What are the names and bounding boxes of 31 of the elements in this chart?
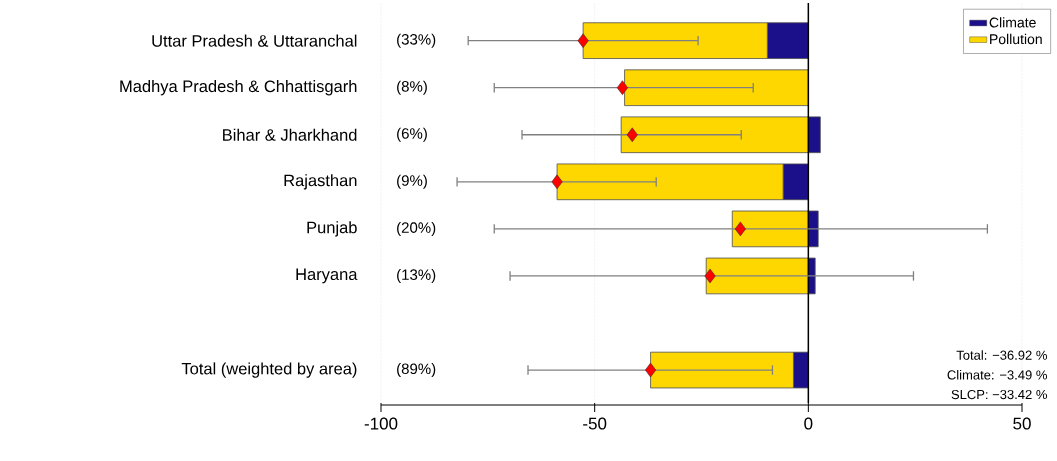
annotation: (8%) [397, 80, 427, 95]
annotation: Total: −36.92 % [956, 350, 1047, 360]
annotation: (9%) [397, 174, 427, 189]
x-tick-label: 50 [1013, 417, 1031, 430]
point [577, 33, 589, 48]
y-tick-label: Madhya Pradesh & Chhattisgarh [120, 80, 357, 96]
point [734, 221, 746, 237]
y-tick-label: Punjab [307, 221, 357, 237]
annotation: (89%) [397, 363, 436, 378]
point [551, 174, 563, 190]
annotation: SLCP: −33.42 % [951, 389, 1047, 400]
y-tick-label: Haryana [296, 268, 358, 284]
annotation: (6%) [397, 127, 427, 142]
annotation: (33%) [397, 33, 436, 48]
legend-label: Climate [989, 17, 1036, 28]
point [626, 127, 638, 143]
y-tick-label: Total (weighted by area) [181, 362, 357, 378]
annotation: Climate: −3.49 % [947, 369, 1047, 380]
x-tick-label: -50 [583, 417, 607, 430]
x-tick-label: 0 [804, 417, 813, 430]
x-tick-label: -100 [364, 417, 398, 430]
point [704, 268, 716, 284]
annotation: (13%) [397, 268, 436, 283]
point [645, 362, 657, 378]
bar [624, 69, 809, 106]
y-tick-label: Rajasthan [284, 174, 357, 190]
point [616, 80, 628, 96]
y-tick-label: Bihar & Jharkhand [223, 128, 357, 141]
legend-label: Pollution [990, 33, 1042, 45]
y-tick-label: Uttar Pradesh & Uttaranchal [152, 34, 357, 47]
annotation: (20%) [397, 221, 436, 236]
